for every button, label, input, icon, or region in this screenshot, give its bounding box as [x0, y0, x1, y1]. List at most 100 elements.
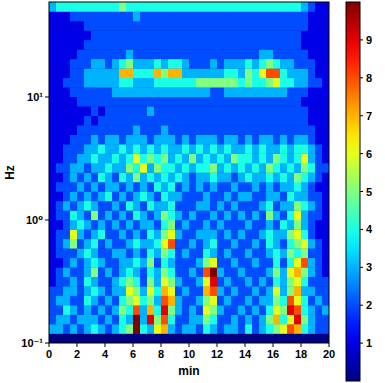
cell — [196, 30, 203, 40]
cell — [308, 163, 315, 173]
cell — [70, 11, 77, 21]
cell — [49, 201, 56, 211]
cell — [56, 267, 63, 277]
cell — [308, 97, 315, 107]
cell — [63, 305, 70, 315]
cell — [231, 116, 238, 126]
cell — [266, 116, 273, 126]
cell — [133, 78, 140, 88]
cell — [168, 267, 175, 277]
cell — [133, 182, 140, 192]
cell — [147, 220, 154, 230]
cell — [210, 21, 217, 31]
cell — [273, 21, 280, 31]
cell — [301, 191, 308, 201]
cell — [245, 106, 252, 116]
cell — [322, 163, 329, 173]
cell — [238, 305, 245, 315]
cell — [91, 173, 98, 183]
cell — [175, 116, 182, 126]
cell — [217, 182, 224, 192]
cell — [196, 258, 203, 268]
cell — [301, 239, 308, 249]
cell — [196, 248, 203, 258]
cell — [322, 144, 329, 154]
cell — [70, 201, 77, 211]
cell — [287, 277, 294, 287]
cell — [147, 154, 154, 164]
cell — [140, 40, 147, 50]
cell — [70, 229, 77, 239]
cell — [49, 296, 56, 306]
cell — [287, 49, 294, 59]
cell — [91, 87, 98, 97]
cell — [252, 305, 259, 315]
cell — [70, 248, 77, 258]
cell — [140, 258, 147, 268]
cell — [245, 334, 252, 343]
cell — [203, 106, 210, 116]
cell — [238, 59, 245, 69]
cell — [322, 191, 329, 201]
cell — [49, 182, 56, 192]
cell — [161, 154, 168, 164]
cell — [287, 182, 294, 192]
cell — [273, 97, 280, 107]
cell — [245, 154, 252, 164]
cell — [77, 49, 84, 59]
cell — [49, 21, 56, 31]
cell — [322, 30, 329, 40]
cell — [224, 229, 231, 239]
cell — [301, 87, 308, 97]
cell — [133, 2, 140, 12]
cell — [266, 258, 273, 268]
cell — [154, 173, 161, 183]
cell — [126, 30, 133, 40]
cell — [182, 267, 189, 277]
cell — [147, 201, 154, 211]
cell — [308, 201, 315, 211]
cell — [168, 30, 175, 40]
cell — [217, 11, 224, 21]
cell — [63, 173, 70, 183]
cell — [133, 68, 140, 78]
cell — [49, 220, 56, 230]
cell — [231, 296, 238, 306]
cell — [126, 296, 133, 306]
cell — [287, 116, 294, 126]
cell — [70, 68, 77, 78]
cell — [287, 11, 294, 21]
cell — [210, 258, 217, 268]
cell — [175, 286, 182, 296]
cell — [154, 210, 161, 220]
cell — [308, 286, 315, 296]
cell — [315, 286, 322, 296]
cell — [112, 305, 119, 315]
cell — [287, 324, 294, 334]
cell — [70, 154, 77, 164]
cell — [49, 97, 56, 107]
cell — [49, 210, 56, 220]
cell — [98, 125, 105, 135]
cell — [70, 21, 77, 31]
cell — [315, 182, 322, 192]
cell — [175, 305, 182, 315]
cell — [84, 59, 91, 69]
cell — [315, 68, 322, 78]
cell — [126, 21, 133, 31]
cell — [273, 125, 280, 135]
cell — [126, 144, 133, 154]
cell — [308, 305, 315, 315]
cell — [140, 210, 147, 220]
cell — [203, 267, 210, 277]
cell — [196, 135, 203, 145]
cell — [168, 315, 175, 325]
cell — [245, 144, 252, 154]
cell — [196, 68, 203, 78]
cell — [182, 201, 189, 211]
cell — [98, 315, 105, 325]
cell — [175, 229, 182, 239]
cell — [154, 154, 161, 164]
cell — [119, 210, 126, 220]
cell — [91, 106, 98, 116]
